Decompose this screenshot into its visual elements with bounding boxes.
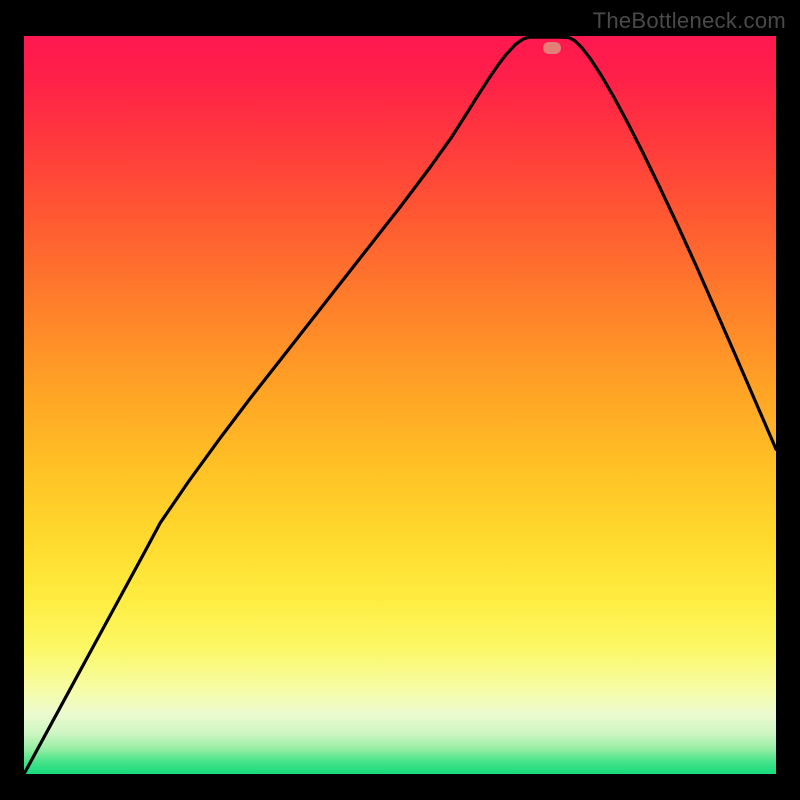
attribution-text: TheBottleneck.com bbox=[593, 8, 786, 34]
plot-area bbox=[24, 36, 776, 774]
chart-svg bbox=[24, 36, 776, 774]
optimum-marker bbox=[543, 42, 561, 54]
gradient-background bbox=[24, 36, 776, 774]
